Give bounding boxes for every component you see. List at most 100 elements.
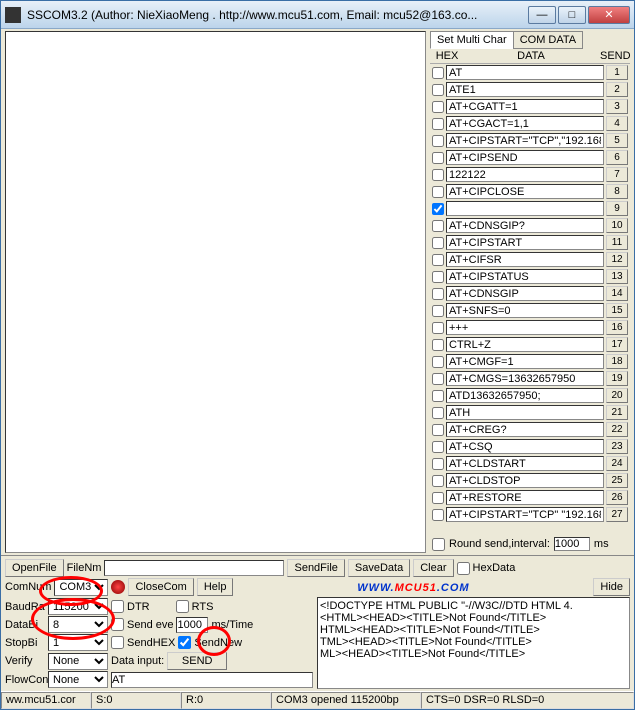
macro-cmd-input[interactable] — [446, 269, 604, 284]
macro-hex-checkbox[interactable] — [432, 101, 444, 113]
macro-hex-checkbox[interactable] — [432, 220, 444, 232]
macro-hex-checkbox[interactable] — [432, 305, 444, 317]
macro-hex-checkbox[interactable] — [432, 407, 444, 419]
databits-combo[interactable]: 8 — [48, 616, 108, 633]
sendnew-checkbox[interactable] — [178, 636, 191, 649]
macro-hex-checkbox[interactable] — [432, 118, 444, 130]
macro-hex-checkbox[interactable] — [432, 424, 444, 436]
sendeve-checkbox[interactable] — [111, 618, 124, 631]
flowcon-combo[interactable]: None — [48, 671, 108, 688]
macro-cmd-input[interactable] — [446, 286, 604, 301]
macro-hex-checkbox[interactable] — [432, 390, 444, 402]
macro-send-button[interactable]: 16 — [606, 320, 628, 335]
macro-send-button[interactable]: 27 — [606, 507, 628, 522]
macro-hex-checkbox[interactable] — [432, 356, 444, 368]
macro-cmd-input[interactable] — [446, 252, 604, 267]
hexdata-checkbox[interactable] — [457, 562, 470, 575]
macro-cmd-input[interactable] — [446, 490, 604, 505]
minimize-button[interactable]: — — [528, 6, 556, 24]
help-button[interactable]: Help — [197, 578, 234, 596]
macro-send-button[interactable]: 5 — [606, 133, 628, 148]
macro-send-button[interactable]: 14 — [606, 286, 628, 301]
macro-cmd-input[interactable] — [446, 354, 604, 369]
macro-hex-checkbox[interactable] — [432, 492, 444, 504]
macro-hex-checkbox[interactable] — [432, 509, 444, 521]
macro-cmd-input[interactable] — [446, 337, 604, 352]
tab-com-data[interactable]: COM DATA — [513, 31, 583, 49]
macro-hex-checkbox[interactable] — [432, 271, 444, 283]
macro-hex-checkbox[interactable] — [432, 84, 444, 96]
macro-send-button[interactable]: 1 — [606, 65, 628, 80]
macro-send-button[interactable]: 25 — [606, 473, 628, 488]
macro-cmd-input[interactable] — [446, 405, 604, 420]
macro-send-button[interactable]: 26 — [606, 490, 628, 505]
macro-hex-checkbox[interactable] — [432, 373, 444, 385]
macro-hex-checkbox[interactable] — [432, 186, 444, 198]
macro-cmd-input[interactable] — [446, 507, 604, 522]
macro-send-button[interactable]: 7 — [606, 167, 628, 182]
macro-hex-checkbox[interactable] — [432, 135, 444, 147]
round-send-checkbox[interactable] — [432, 538, 445, 551]
macro-cmd-input[interactable] — [446, 303, 604, 318]
macro-cmd-input[interactable] — [446, 116, 604, 131]
comnum-combo[interactable]: COM3 — [54, 579, 108, 596]
macro-cmd-input[interactable] — [446, 473, 604, 488]
macro-send-button[interactable]: 8 — [606, 184, 628, 199]
macro-cmd-input[interactable] — [446, 150, 604, 165]
macro-send-button[interactable]: 15 — [606, 303, 628, 318]
macro-cmd-input[interactable] — [446, 201, 604, 216]
website-link[interactable]: WWW.MCU51.COM — [236, 578, 590, 596]
macro-send-button[interactable]: 17 — [606, 337, 628, 352]
macro-cmd-input[interactable] — [446, 371, 604, 386]
tab-set-multi-char[interactable]: Set Multi Char — [430, 31, 514, 49]
macro-hex-checkbox[interactable] — [432, 475, 444, 487]
round-send-interval-input[interactable] — [554, 537, 590, 551]
macro-send-button[interactable]: 9 — [606, 201, 628, 216]
macro-cmd-input[interactable] — [446, 82, 604, 97]
macro-send-button[interactable]: 2 — [606, 82, 628, 97]
baudrate-combo[interactable]: 115200 — [48, 598, 108, 615]
dtr-checkbox[interactable] — [111, 600, 124, 613]
macro-cmd-input[interactable] — [446, 388, 604, 403]
macro-cmd-input[interactable] — [446, 99, 604, 114]
macro-cmd-input[interactable] — [446, 320, 604, 335]
macro-cmd-input[interactable] — [446, 167, 604, 182]
rts-checkbox[interactable] — [176, 600, 189, 613]
macro-cmd-input[interactable] — [446, 184, 604, 199]
datainput-field[interactable] — [111, 672, 313, 688]
macro-send-button[interactable]: 6 — [606, 150, 628, 165]
macro-cmd-input[interactable] — [446, 218, 604, 233]
macro-send-button[interactable]: 11 — [606, 235, 628, 250]
macro-send-button[interactable]: 19 — [606, 371, 628, 386]
clear-button[interactable]: Clear — [413, 559, 453, 577]
macro-send-button[interactable]: 23 — [606, 439, 628, 454]
macro-send-button[interactable]: 21 — [606, 405, 628, 420]
sendeve-input[interactable] — [176, 617, 208, 633]
macro-cmd-input[interactable] — [446, 422, 604, 437]
macro-hex-checkbox[interactable] — [432, 169, 444, 181]
macro-hex-checkbox[interactable] — [432, 288, 444, 300]
macro-send-button[interactable]: 13 — [606, 269, 628, 284]
macro-cmd-input[interactable] — [446, 235, 604, 250]
macro-send-button[interactable]: 22 — [606, 422, 628, 437]
macro-send-button[interactable]: 20 — [606, 388, 628, 403]
verify-combo[interactable]: None — [48, 653, 108, 670]
macro-cmd-input[interactable] — [446, 133, 604, 148]
macro-send-button[interactable]: 24 — [606, 456, 628, 471]
hide-button[interactable]: Hide — [593, 578, 630, 596]
macro-hex-checkbox[interactable] — [432, 203, 444, 215]
titlebar[interactable]: SSCOM3.2 (Author: NieXiaoMeng . http://w… — [1, 1, 634, 29]
macro-send-button[interactable]: 12 — [606, 252, 628, 267]
close-button[interactable]: ✕ — [588, 6, 630, 24]
macro-cmd-input[interactable] — [446, 456, 604, 471]
macro-hex-checkbox[interactable] — [432, 254, 444, 266]
savedata-button[interactable]: SaveData — [348, 559, 410, 577]
sendhex-checkbox[interactable] — [111, 636, 124, 649]
macro-hex-checkbox[interactable] — [432, 441, 444, 453]
macro-hex-checkbox[interactable] — [432, 67, 444, 79]
maximize-button[interactable]: □ — [558, 6, 586, 24]
sendfile-button[interactable]: SendFile — [287, 559, 344, 577]
macro-hex-checkbox[interactable] — [432, 458, 444, 470]
macro-send-button[interactable]: 18 — [606, 354, 628, 369]
macro-send-button[interactable]: 3 — [606, 99, 628, 114]
